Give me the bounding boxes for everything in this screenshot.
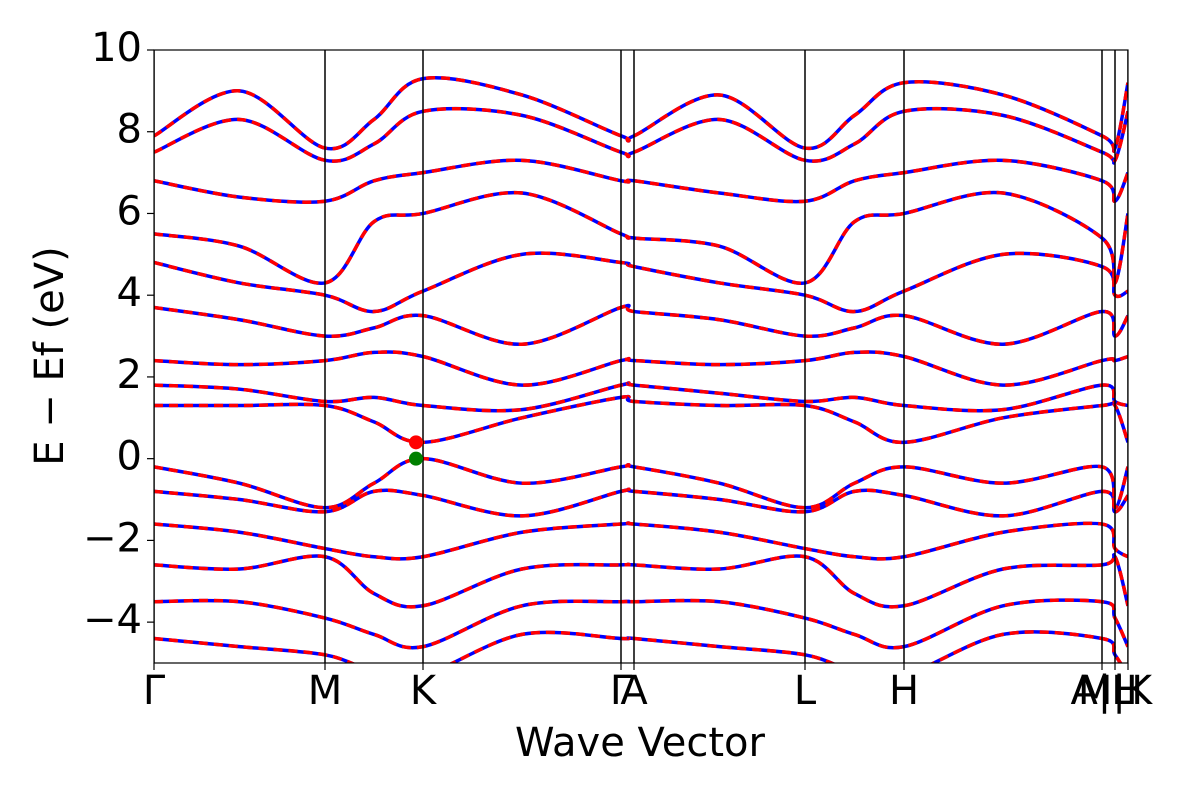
band-line (154, 553, 1128, 609)
band-line (154, 521, 1128, 561)
y-tick-label: 8 (117, 107, 142, 153)
band-line (154, 487, 1128, 518)
x-tick-label: M (308, 668, 343, 714)
y-tick-label: −4 (83, 597, 142, 643)
x-tick-label: H (889, 668, 919, 714)
band-line (154, 190, 1128, 285)
x-tick-label: Γ (143, 668, 166, 714)
x-tick-label: A (620, 668, 648, 714)
band-line (154, 158, 1128, 204)
x-axis-label: Wave Vector (515, 720, 766, 766)
x-tick-label: L (794, 668, 817, 714)
band-line (154, 598, 1128, 650)
plot-area (154, 50, 1128, 663)
band-line (154, 106, 1128, 165)
x-tick-label: Γ (610, 668, 633, 714)
y-tick-label: 10 (91, 25, 142, 71)
band-line (154, 456, 1128, 510)
band-line (154, 350, 1128, 387)
y-tick-label: 2 (117, 352, 142, 398)
band-edge-point (409, 451, 423, 466)
band-line (154, 350, 1128, 387)
x-tick-label: A|L (1070, 668, 1134, 714)
band-line (154, 106, 1128, 165)
band-line (154, 303, 1128, 346)
band-line (154, 76, 1128, 153)
axes-frame (153, 49, 1129, 664)
y-tick-label: 6 (117, 188, 142, 234)
band-line (154, 381, 1128, 413)
y-axis-label: E − Ef (eV) (27, 246, 73, 465)
band-line (154, 456, 1128, 510)
band-edge-point (409, 435, 423, 450)
x-tick-label: H (1113, 668, 1143, 714)
x-tick-label: K (410, 668, 438, 714)
band-line (154, 553, 1128, 609)
band-line (154, 251, 1128, 314)
y-tick-label: −2 (83, 515, 142, 561)
band-line (154, 521, 1128, 561)
x-tick-label: M|K (1078, 668, 1154, 714)
y-tick-label: 0 (117, 434, 142, 480)
y-tick-label: 4 (117, 270, 142, 316)
band-line (154, 394, 1128, 445)
band-line (154, 630, 1123, 663)
band-line (154, 251, 1128, 314)
